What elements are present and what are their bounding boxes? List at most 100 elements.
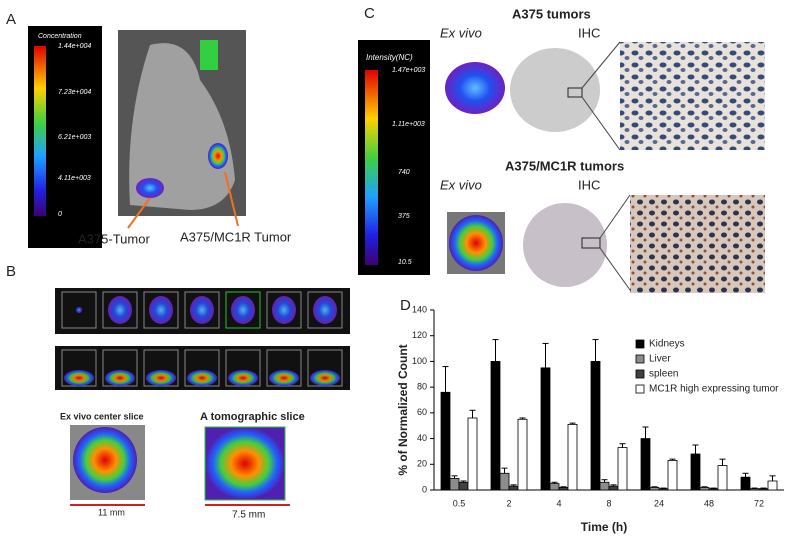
colorbar-tick: 740: [398, 169, 410, 176]
slice-signal: [269, 370, 299, 386]
group-label: Ex vivo: [440, 25, 482, 40]
colorbar-tick: 1.44e+004: [58, 43, 91, 50]
group-title: A375 tumors: [512, 6, 591, 21]
y-tick-label: 60: [417, 407, 427, 417]
bar: [658, 488, 669, 491]
slice-signal: [108, 296, 132, 324]
bar: [749, 488, 760, 491]
x-tick-label: 72: [754, 498, 764, 508]
group-label: IHC: [578, 25, 600, 40]
panel-letter: D: [400, 297, 411, 314]
colorbar-tick: 1.47e+003: [392, 67, 425, 74]
slice-signal: [149, 296, 173, 324]
bar: [740, 476, 751, 491]
legend-label: Liver: [649, 354, 671, 365]
slice-frame: [61, 291, 97, 329]
bar: [608, 485, 619, 491]
signal: [200, 40, 218, 70]
slice-signal: [190, 296, 214, 324]
colorbar-tick: 6.21e+003: [58, 134, 91, 141]
y-tick-label: 100: [412, 356, 427, 366]
ihc-image: [620, 42, 765, 150]
slice-signal: [146, 370, 176, 386]
y-tick-label: 0: [422, 484, 427, 494]
zoom-box: [567, 87, 583, 98]
arrow: [224, 171, 239, 227]
zoom-line: [599, 194, 631, 239]
bar: [717, 465, 728, 491]
x-tick-label: 48: [704, 498, 714, 508]
slice-signal: [105, 370, 135, 386]
slice-image: [73, 427, 137, 493]
slice-frame: [184, 291, 220, 329]
bar: [699, 487, 710, 491]
slice-signal: [313, 296, 337, 324]
scale-label: 7.5 mm: [232, 510, 265, 521]
y-tick-label: 80: [417, 382, 427, 392]
y-tick-label: 140: [412, 304, 427, 314]
bar: [449, 478, 460, 491]
slice-signal: [64, 370, 94, 386]
slice-image: [204, 426, 286, 501]
colorbar: [34, 46, 46, 216]
bar: [590, 361, 601, 491]
bar: [667, 460, 678, 491]
section-image: [510, 48, 600, 132]
bar: [567, 424, 578, 491]
bar: [467, 417, 478, 491]
colorbar-tick: 375: [398, 213, 410, 220]
slice-signal: [231, 296, 255, 324]
y-tick-label: 120: [412, 330, 427, 340]
x-axis-label: Time (h): [581, 520, 627, 534]
scale-label: 11 mm: [98, 507, 125, 517]
section-image: [523, 203, 607, 287]
panel-letter: C: [364, 5, 375, 22]
slice-frame: [307, 291, 343, 329]
mouse-body: [129, 43, 235, 210]
slice-signal: [187, 370, 217, 386]
panel-letter: A: [6, 11, 16, 28]
signal: [208, 143, 228, 169]
x-tick-label: 8: [606, 498, 611, 508]
colorbar-tick: 4.11e+003: [58, 175, 91, 182]
panel-letter: B: [6, 263, 16, 280]
colorbar-tick: 10.5: [398, 259, 412, 266]
slice-frame: [266, 291, 302, 329]
x-tick-label: 0.5: [453, 498, 466, 508]
y-axis-label: % of Normalized Count: [396, 344, 410, 475]
zoom-line: [599, 247, 631, 291]
legend-label: spleen: [649, 369, 678, 380]
bar: [508, 485, 519, 491]
bar: [490, 361, 501, 491]
bar: [517, 418, 528, 491]
bar: [540, 367, 551, 491]
caption: Ex vivo center slice: [60, 411, 144, 421]
bar: [690, 453, 701, 491]
zoom-line: [581, 41, 621, 89]
slice-signal: [310, 370, 340, 386]
ex-vivo-image: [449, 215, 503, 271]
ihc-image: [630, 195, 765, 293]
bar: [440, 391, 451, 491]
caption: A tomographic slice: [200, 411, 305, 423]
group-label: Ex vivo: [440, 177, 482, 192]
colorbar-title: Concentration: [38, 33, 82, 40]
bar: [649, 487, 660, 491]
colorbar-title: Intensity(NC): [366, 53, 413, 62]
bar: [767, 480, 778, 491]
slice-signal: [76, 307, 82, 313]
bar: [599, 481, 610, 491]
legend-label: MC1R high expressing tumor: [649, 384, 779, 395]
slice-frame: [225, 291, 261, 329]
group-label: IHC: [578, 177, 600, 192]
colorbar-tick: 0: [58, 211, 62, 218]
signal: [136, 178, 164, 198]
slice-frame: [143, 291, 179, 329]
group-title: A375/MC1R tumors: [505, 158, 624, 173]
y-tick-label: 20: [417, 459, 427, 469]
x-tick-label: 4: [556, 498, 561, 508]
slices: [61, 291, 343, 387]
bar: [458, 481, 469, 491]
colorbar-tick: 7.23e+004: [58, 89, 91, 96]
